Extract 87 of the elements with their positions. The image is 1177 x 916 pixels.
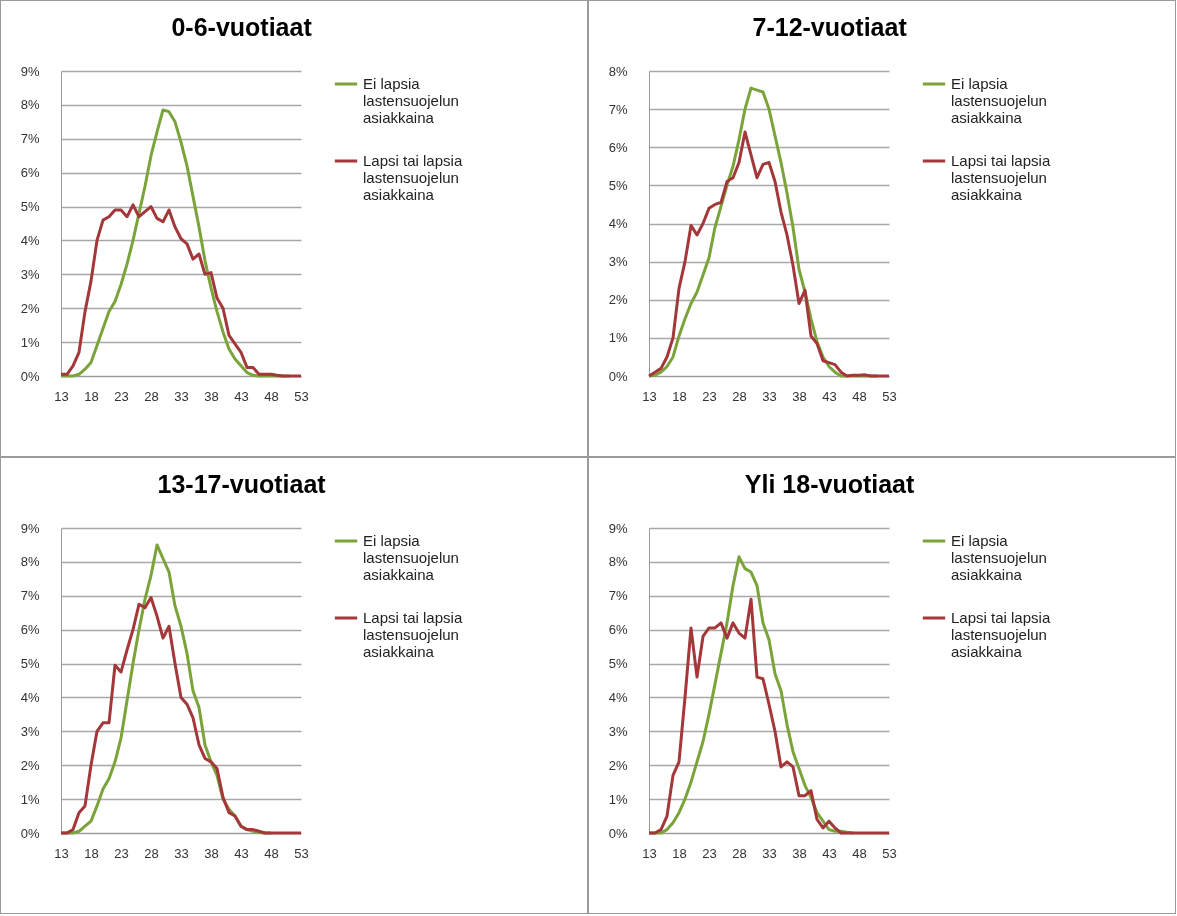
x-tick-label: 18 — [84, 388, 99, 404]
y-tick-label: 0% — [20, 368, 40, 384]
y-tick-label: 4% — [608, 689, 628, 705]
x-tick-label: 48 — [264, 845, 279, 861]
y-tick-label: 8% — [608, 554, 628, 570]
x-tick-label: 48 — [852, 388, 867, 404]
y-tick-label: 3% — [608, 723, 628, 739]
x-tick-label: 53 — [294, 388, 309, 404]
y-tick-label: 8% — [608, 63, 628, 79]
y-tick-label: 7% — [608, 588, 628, 604]
chart-title: 7-12-vuotiaat — [752, 13, 908, 41]
y-tick-label: 4% — [20, 689, 40, 705]
chart-title: 0-6-vuotiaat — [171, 13, 313, 41]
y-tick-label: 3% — [20, 266, 40, 282]
y-tick-label: 5% — [20, 656, 40, 672]
y-tick-label: 6% — [20, 165, 40, 181]
y-tick-label: 8% — [20, 97, 40, 113]
legend-label: Ei lapsia lastensuojelun asiakkaina — [363, 532, 459, 583]
x-tick-label: 43 — [234, 388, 249, 404]
y-tick-label: 1% — [20, 791, 40, 807]
y-tick-label: 2% — [20, 300, 40, 316]
y-tick-label: 1% — [608, 330, 628, 346]
y-tick-label: 1% — [20, 334, 40, 350]
x-tick-label: 23 — [702, 388, 717, 404]
x-tick-label: 28 — [732, 388, 747, 404]
y-tick-label: 0% — [608, 368, 628, 384]
y-tick-label: 8% — [20, 554, 40, 570]
y-tick-label: 6% — [608, 139, 628, 155]
y-tick-label: 9% — [20, 520, 40, 536]
x-tick-label: 33 — [174, 388, 189, 404]
x-tick-label: 53 — [882, 388, 897, 404]
y-tick-label: 5% — [608, 177, 628, 193]
x-tick-label: 48 — [264, 388, 279, 404]
y-tick-label: 5% — [20, 199, 40, 215]
y-tick-label: 6% — [608, 622, 628, 638]
x-tick-label: 28 — [144, 845, 159, 861]
x-tick-label: 13 — [642, 388, 657, 404]
x-tick-label: 43 — [822, 845, 837, 861]
y-tick-label: 2% — [20, 757, 40, 773]
y-tick-label: 0% — [608, 825, 628, 841]
x-tick-label: 23 — [114, 388, 129, 404]
y-tick-label: 4% — [608, 216, 628, 231]
y-tick-label: 7% — [20, 588, 40, 604]
y-tick-label: 7% — [20, 131, 40, 147]
x-tick-label: 43 — [822, 388, 837, 404]
x-tick-label: 18 — [672, 845, 687, 861]
legend-label: Ei lapsia lastensuojelun asiakkaina — [951, 75, 1047, 126]
y-tick-label: 9% — [608, 520, 628, 536]
x-tick-label: 13 — [54, 845, 69, 861]
y-tick-label: 0% — [20, 825, 40, 841]
y-tick-label: 4% — [20, 232, 40, 248]
x-tick-label: 18 — [672, 388, 687, 404]
y-tick-label: 1% — [608, 791, 628, 807]
y-tick-label: 2% — [608, 292, 628, 308]
y-tick-label: 6% — [20, 622, 40, 638]
x-tick-label: 53 — [294, 845, 309, 861]
x-tick-label: 33 — [174, 845, 189, 861]
legend-label: Lapsi tai lapsia lastensuojelun asiakkaina — [951, 152, 1051, 203]
x-tick-label: 43 — [234, 845, 249, 861]
legend-label: Ei lapsia lastensuojelun asiakkaina — [363, 75, 459, 126]
x-tick-label: 53 — [882, 845, 897, 861]
x-tick-label: 38 — [792, 845, 807, 861]
y-tick-label: 7% — [608, 101, 628, 117]
y-tick-label: 3% — [608, 254, 628, 270]
x-tick-label: 18 — [84, 845, 99, 861]
x-tick-label: 23 — [702, 845, 717, 861]
y-tick-label: 5% — [608, 656, 628, 672]
legend-label: Lapsi tai lapsia lastensuojelun asiakkaina — [363, 609, 463, 660]
y-tick-label: 3% — [20, 723, 40, 739]
x-tick-label: 48 — [852, 845, 867, 861]
y-tick-label: 9% — [20, 63, 40, 79]
x-tick-label: 38 — [204, 388, 219, 404]
x-tick-label: 13 — [642, 845, 657, 861]
x-tick-label: 38 — [792, 388, 807, 404]
x-tick-label: 23 — [114, 845, 129, 861]
legend-label: Ei lapsia lastensuojelun asiakkaina — [951, 532, 1047, 583]
y-tick-label: 2% — [608, 757, 628, 773]
x-tick-label: 13 — [54, 388, 69, 404]
x-tick-label: 38 — [204, 845, 219, 861]
legend-label: Lapsi tai lapsia lastensuojelun asiakkaina — [363, 152, 463, 203]
x-tick-label: 33 — [762, 388, 777, 404]
legend-label: Lapsi tai lapsia lastensuojelun asiakkaina — [951, 609, 1051, 660]
chart-title: Yli 18-vuotiaat — [744, 470, 916, 498]
chart-title: 13-17-vuotiaat — [157, 470, 327, 498]
x-tick-label: 28 — [144, 388, 159, 404]
x-tick-label: 28 — [732, 845, 747, 861]
x-tick-label: 33 — [762, 845, 777, 861]
